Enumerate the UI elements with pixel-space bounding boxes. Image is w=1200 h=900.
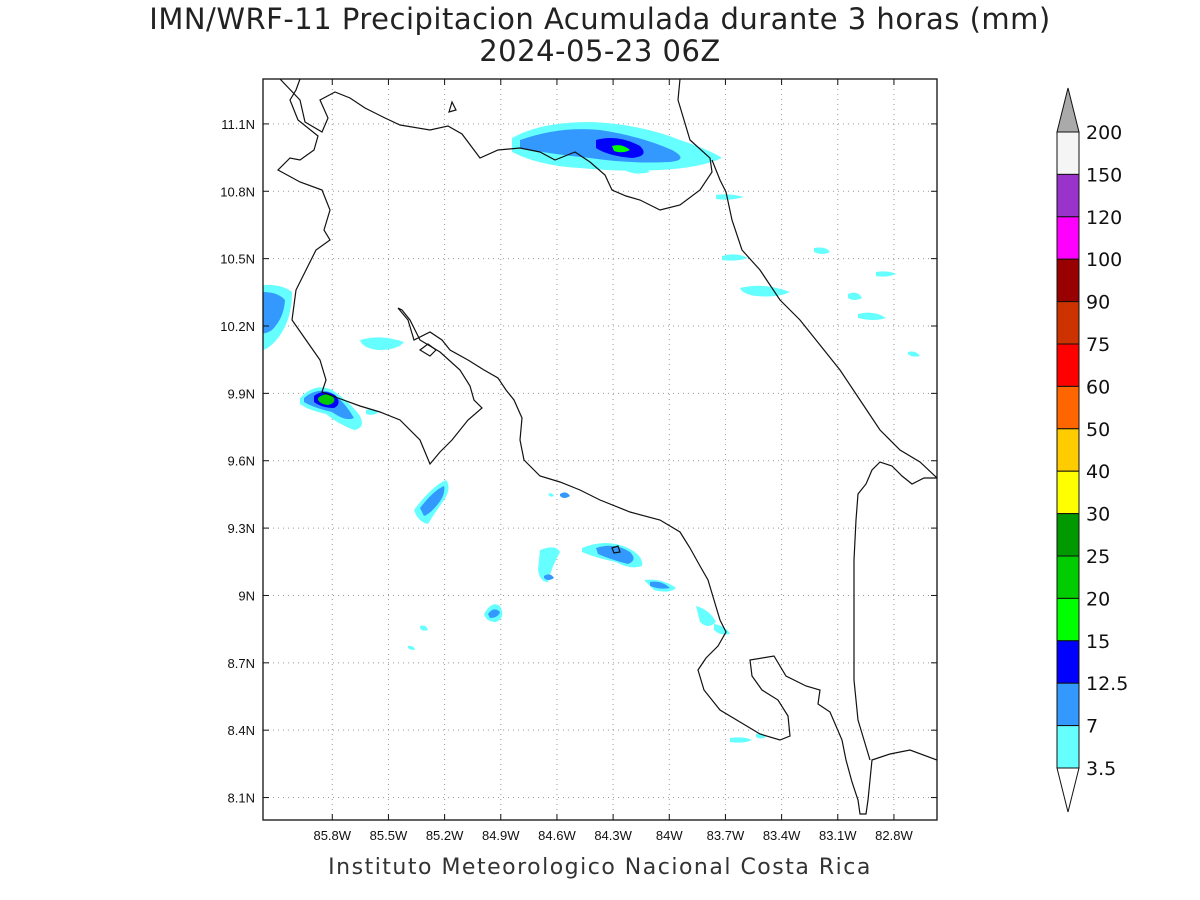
colorbar-swatch — [1056, 513, 1080, 557]
precip-caribbean — [408, 247, 920, 650]
colorbar-label: 60 — [1086, 376, 1110, 398]
caribbean-coast — [711, 159, 937, 479]
lat-tick-label: 9.3N — [228, 521, 255, 536]
colorbar-label: 75 — [1086, 334, 1110, 356]
lat-tick-label: 9.9N — [228, 386, 255, 401]
colorbar-swatch — [1056, 173, 1080, 218]
colorbar: 3.5 7 12.5 15 20 25 30 40 50 60 75 90 100 120 150 200 — [1056, 87, 1128, 813]
colorbar-label: 15 — [1086, 631, 1110, 653]
precip-north-band — [512, 122, 744, 200]
lat-tick-label: 8.1N — [228, 791, 255, 806]
lat-tick-label: 11.1N — [221, 117, 255, 132]
lat-tick-label: 8.7N — [228, 656, 255, 671]
colorbar-max-arrow — [1056, 87, 1080, 133]
coastlines — [277, 79, 937, 815]
colorbar-label: 20 — [1086, 588, 1110, 610]
colorbar-label: 120 — [1086, 207, 1122, 229]
colorbar-label: 3.5 — [1086, 758, 1116, 780]
colorbar-label: 30 — [1086, 504, 1110, 526]
colorbar-swatch — [1056, 258, 1080, 303]
precip-west-edge — [263, 284, 292, 350]
precipitation-field — [263, 122, 920, 743]
colorbar-label: 7 — [1086, 716, 1098, 738]
lon-tick-label: 85.8W — [313, 828, 351, 843]
colorbar-swatch — [1056, 131, 1080, 175]
colorbar-label: 50 — [1086, 419, 1110, 441]
colorbar-label: 90 — [1086, 292, 1110, 314]
lat-tick-label: 9.6N — [228, 454, 255, 469]
colorbar-label: 12.5 — [1086, 673, 1128, 695]
lon-tick-label: 83.7W — [707, 828, 745, 843]
colorbar-swatch — [1056, 470, 1080, 515]
colorbar-swatch — [1056, 725, 1080, 769]
lon-tick-label: 84.6W — [538, 828, 576, 843]
map-frame — [262, 78, 938, 821]
precip-nicoya — [300, 337, 404, 430]
lat-tick-label: 8.4N — [228, 723, 255, 738]
lon-tick-label: 85.2W — [426, 828, 464, 843]
lon-tick-label: 84W — [656, 828, 683, 843]
lon-tick-label: 84.9W — [482, 828, 520, 843]
pacific-coast — [277, 79, 937, 815]
island-3 — [611, 545, 621, 554]
colorbar-swatch — [1056, 428, 1080, 472]
lat-tick-label: 10.8N — [220, 184, 255, 199]
colorbar-swatch — [1056, 216, 1080, 260]
precip-south-central — [538, 543, 766, 743]
lat-tick-label: 10.5N — [220, 252, 255, 267]
lat-tick-label: 10.2N — [220, 319, 255, 334]
colorbar-label: 25 — [1086, 546, 1110, 568]
colorbar-label: 100 — [1086, 249, 1122, 271]
island-2 — [418, 343, 437, 357]
map-gridlines — [263, 79, 937, 820]
map-title: IMN/WRF-11 Precipitacion Acumulada duran… — [149, 2, 1051, 36]
map-date: 2024-05-23 06Z — [479, 34, 721, 68]
colorbar-swatch — [1056, 640, 1080, 684]
lon-tick-label: 84.3W — [594, 828, 632, 843]
colorbar-swatch — [1056, 555, 1080, 599]
longitude-axis: 85.8W 85.5W 85.2W 84.9W 84.6W 84.3W 84W 83.7W 83… — [313, 79, 913, 843]
latitude-axis: 11.1N 10.8N 10.5N 10.2N 9.9N 9.6N 9.3N 9N 8.7N 8.… — [220, 117, 937, 806]
lon-tick-label: 83.4W — [763, 828, 801, 843]
panama-border — [853, 461, 937, 761]
colorbar-label: 150 — [1086, 164, 1122, 186]
footer-credit: Instituto Meteorologico Nacional Costa R… — [328, 855, 872, 880]
lon-tick-label: 83.1W — [819, 828, 857, 843]
colorbar-swatch — [1056, 343, 1080, 387]
lat-tick-label: 9N — [238, 588, 255, 603]
island-1 — [448, 100, 457, 113]
colorbar-swatch — [1056, 597, 1080, 642]
colorbar-label: 40 — [1086, 461, 1110, 483]
colorbar-swatch — [1056, 682, 1080, 727]
precip-central-pacific — [414, 480, 570, 622]
colorbar-swatch — [1056, 301, 1080, 345]
lon-tick-label: 82.8W — [875, 828, 913, 843]
north-border — [279, 79, 713, 211]
colorbar-min-arrow — [1056, 767, 1080, 813]
lon-tick-label: 85.5W — [370, 828, 408, 843]
colorbar-swatch — [1056, 385, 1080, 430]
colorbar-label: 200 — [1086, 122, 1122, 144]
